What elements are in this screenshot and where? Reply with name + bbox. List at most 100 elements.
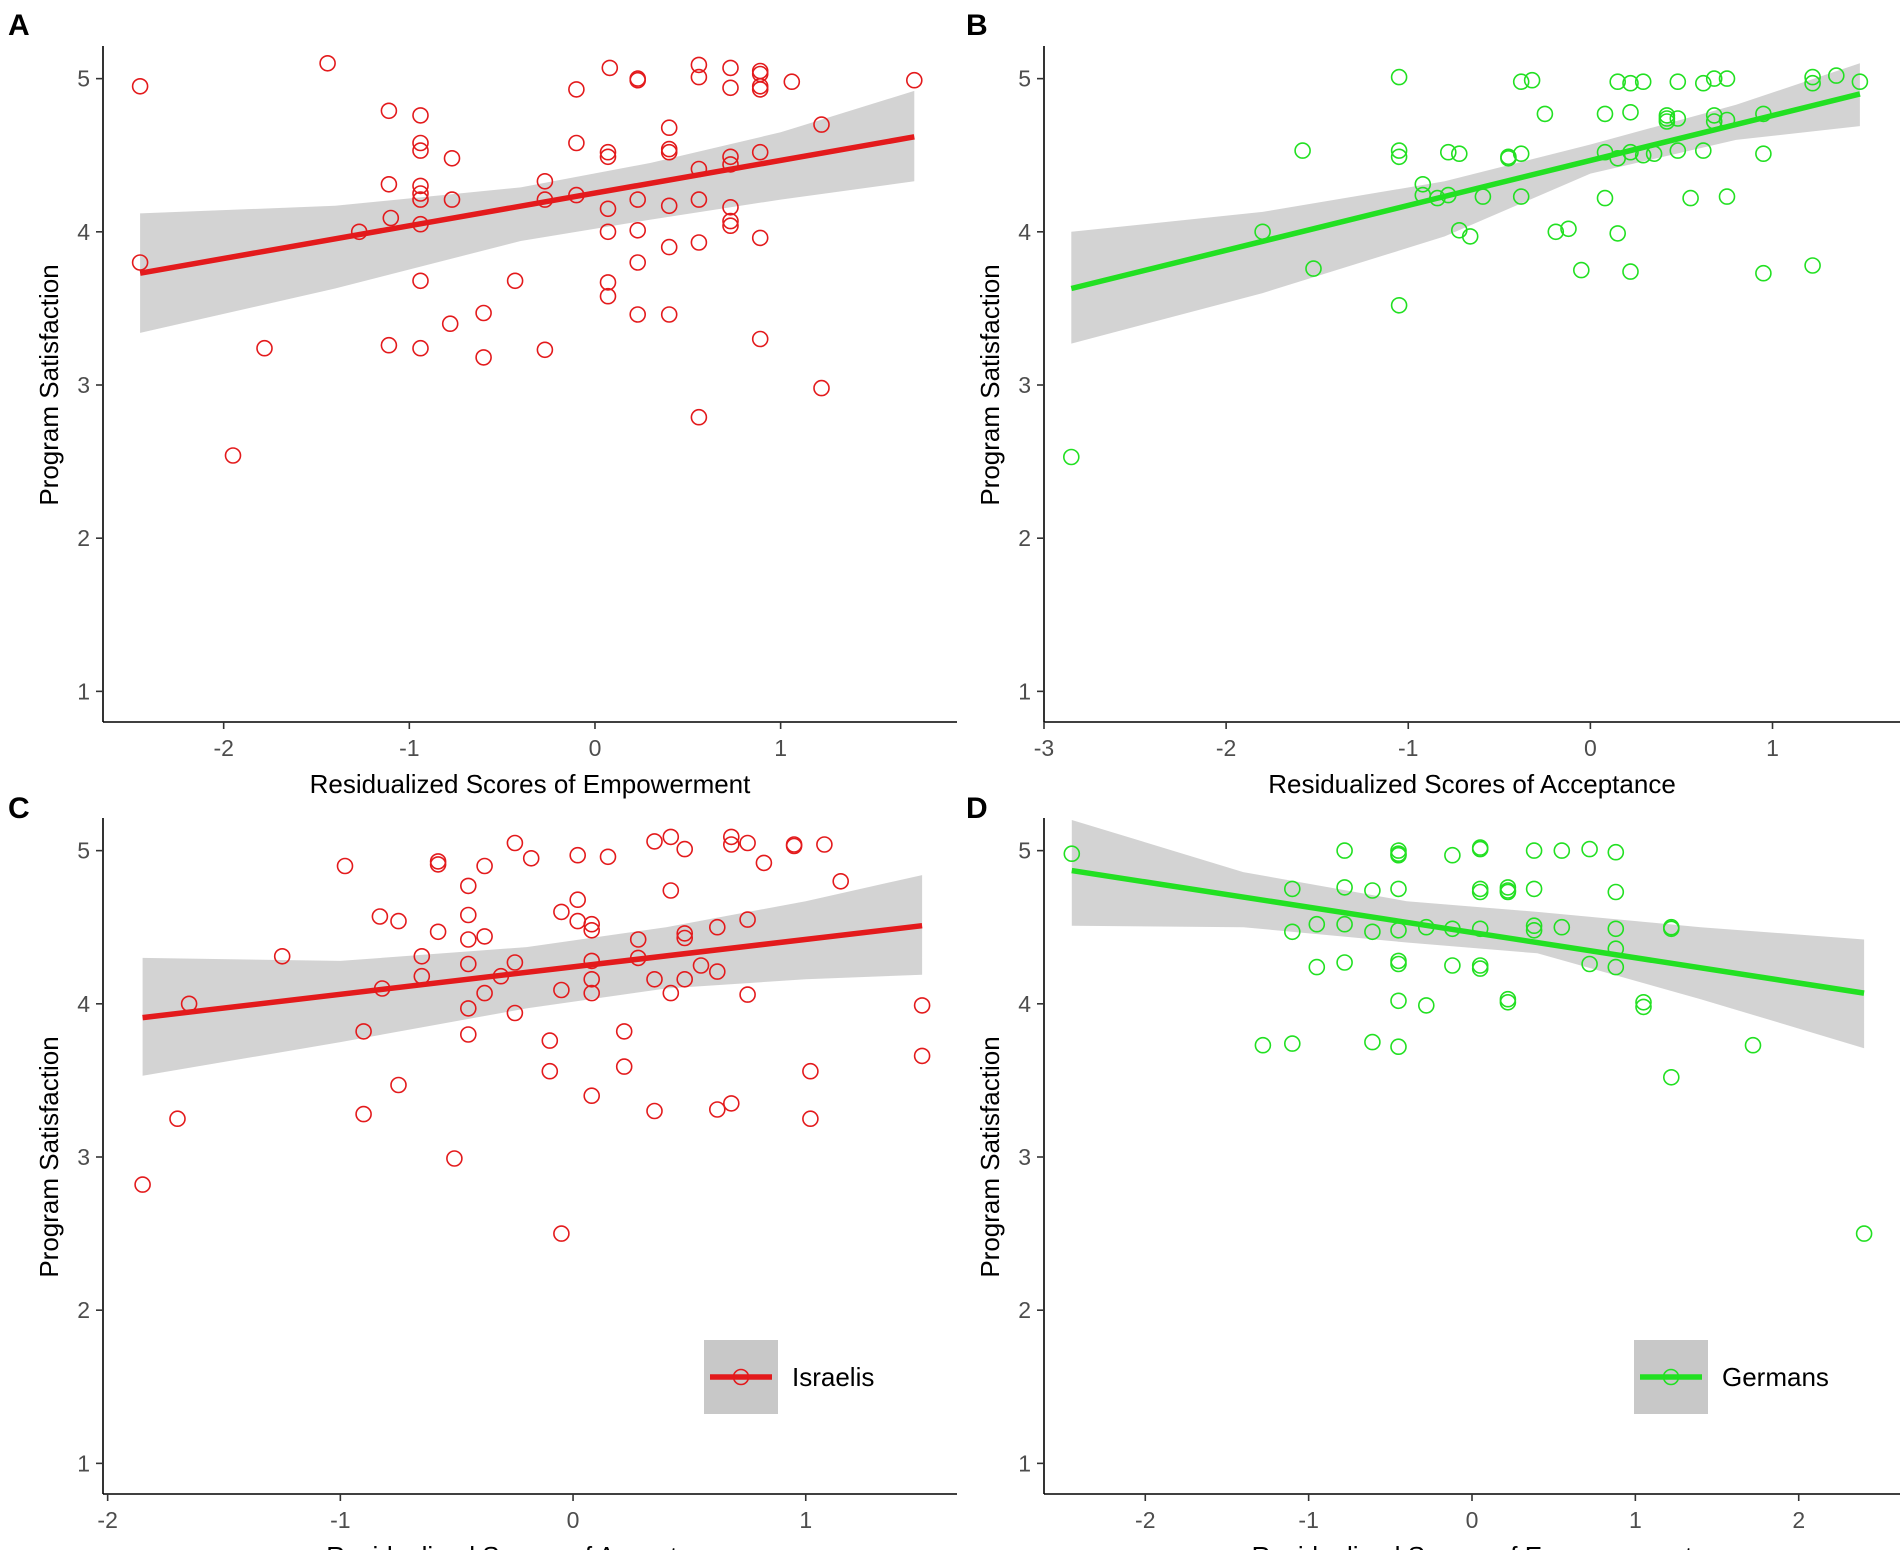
data-point [569,846,587,864]
data-point [1607,843,1625,861]
x-tick-label: 1 [1766,735,1779,761]
data-point [169,1110,186,1127]
data-point [1663,1069,1680,1086]
x-tick-label: -1 [1398,735,1418,761]
data-point [1695,142,1712,159]
data-point [1284,923,1301,941]
x-tick-label: -2 [1216,735,1236,761]
y-tick-label: 5 [1018,66,1031,92]
data-point [1705,70,1723,87]
data-point [751,229,769,247]
data-point [722,199,739,216]
data-point [690,408,708,426]
y-tick-label: 1 [77,678,90,704]
data-point [1336,879,1353,896]
data-point [813,379,830,397]
data-point [816,836,833,853]
data-point [660,306,678,323]
data-point [1308,915,1326,933]
data-point [583,952,601,970]
data-point [1451,145,1468,162]
x-tick-label: -2 [97,1507,117,1533]
data-point [476,857,493,875]
data-point [599,848,617,866]
x-axis-label: Residualized Scores of Acceptance [326,1541,734,1550]
y-tick-label: 3 [77,1144,90,1170]
data-point [755,854,773,872]
data-point [506,1004,524,1022]
data-point [660,197,678,215]
x-tick-label: -3 [1034,735,1054,761]
y-axis-label: Program Satisfaction [34,264,64,505]
confidence-band [140,90,915,333]
data-point [441,315,459,333]
x-tick-label: 2 [1792,1507,1805,1533]
panel-label: A [8,9,30,42]
data-point [676,970,694,988]
x-tick-label: 1 [774,735,787,761]
data-point [336,857,354,875]
data-point [583,915,601,933]
data-point [506,954,524,971]
legend: Germans [1634,1340,1829,1414]
data-point [475,304,492,322]
data-point [1471,883,1489,901]
data-point [1525,842,1543,859]
data-point [660,238,678,256]
regression-line [142,922,923,1021]
y-tick-label: 5 [77,66,90,92]
regression-line [1070,91,1861,292]
legend-key-point [732,1368,750,1386]
data-point [506,834,524,852]
data-point [319,54,336,72]
data-point [1284,880,1301,898]
data-point [475,349,492,366]
data-point [583,970,601,988]
data-point [412,142,429,159]
y-tick-label: 1 [1018,678,1031,704]
data-point [390,912,407,930]
data-point [1390,296,1408,314]
data-point [1573,261,1590,279]
data-point [662,984,680,1002]
data-point [646,1102,663,1120]
data-point [1744,1036,1762,1054]
data-point [459,931,477,948]
data-point [599,287,617,305]
data-point [1596,189,1614,207]
data-point [1390,142,1408,159]
panel-d: D -2 -1 0 1 2 1 2 3 4 5 Residualized Scores of Empo… [966,792,1900,1550]
y-tick-label: 2 [77,1297,90,1323]
y-tick-label: 4 [1018,991,1031,1017]
regression-line [1071,867,1865,996]
data-point [751,143,769,161]
data-point [1440,143,1457,161]
data-point [1364,923,1381,941]
data-point [443,150,461,167]
data-point [1305,260,1322,277]
data-point [459,1026,477,1043]
data-point [690,56,708,74]
data-point [1512,145,1530,162]
data-point [1682,189,1699,207]
data-point [1525,880,1543,898]
data-point [412,177,429,195]
y-tick-label: 5 [77,838,90,864]
data-point [646,970,663,988]
data-point [1063,845,1081,863]
data-point [722,148,739,166]
data-point [541,1062,559,1080]
data-point [1336,954,1353,971]
data-point [708,1101,726,1118]
x-axis-label: Residualized Scores of Empowerment [310,769,752,799]
data-point [751,330,769,348]
data-point [1634,73,1652,90]
data-point [1669,73,1687,90]
data-point [476,984,493,1002]
data-point [690,191,708,208]
data-point [134,1176,151,1193]
data-point [1607,883,1625,901]
data-point [708,918,726,936]
data-point [1523,71,1541,89]
data-point [599,200,617,218]
